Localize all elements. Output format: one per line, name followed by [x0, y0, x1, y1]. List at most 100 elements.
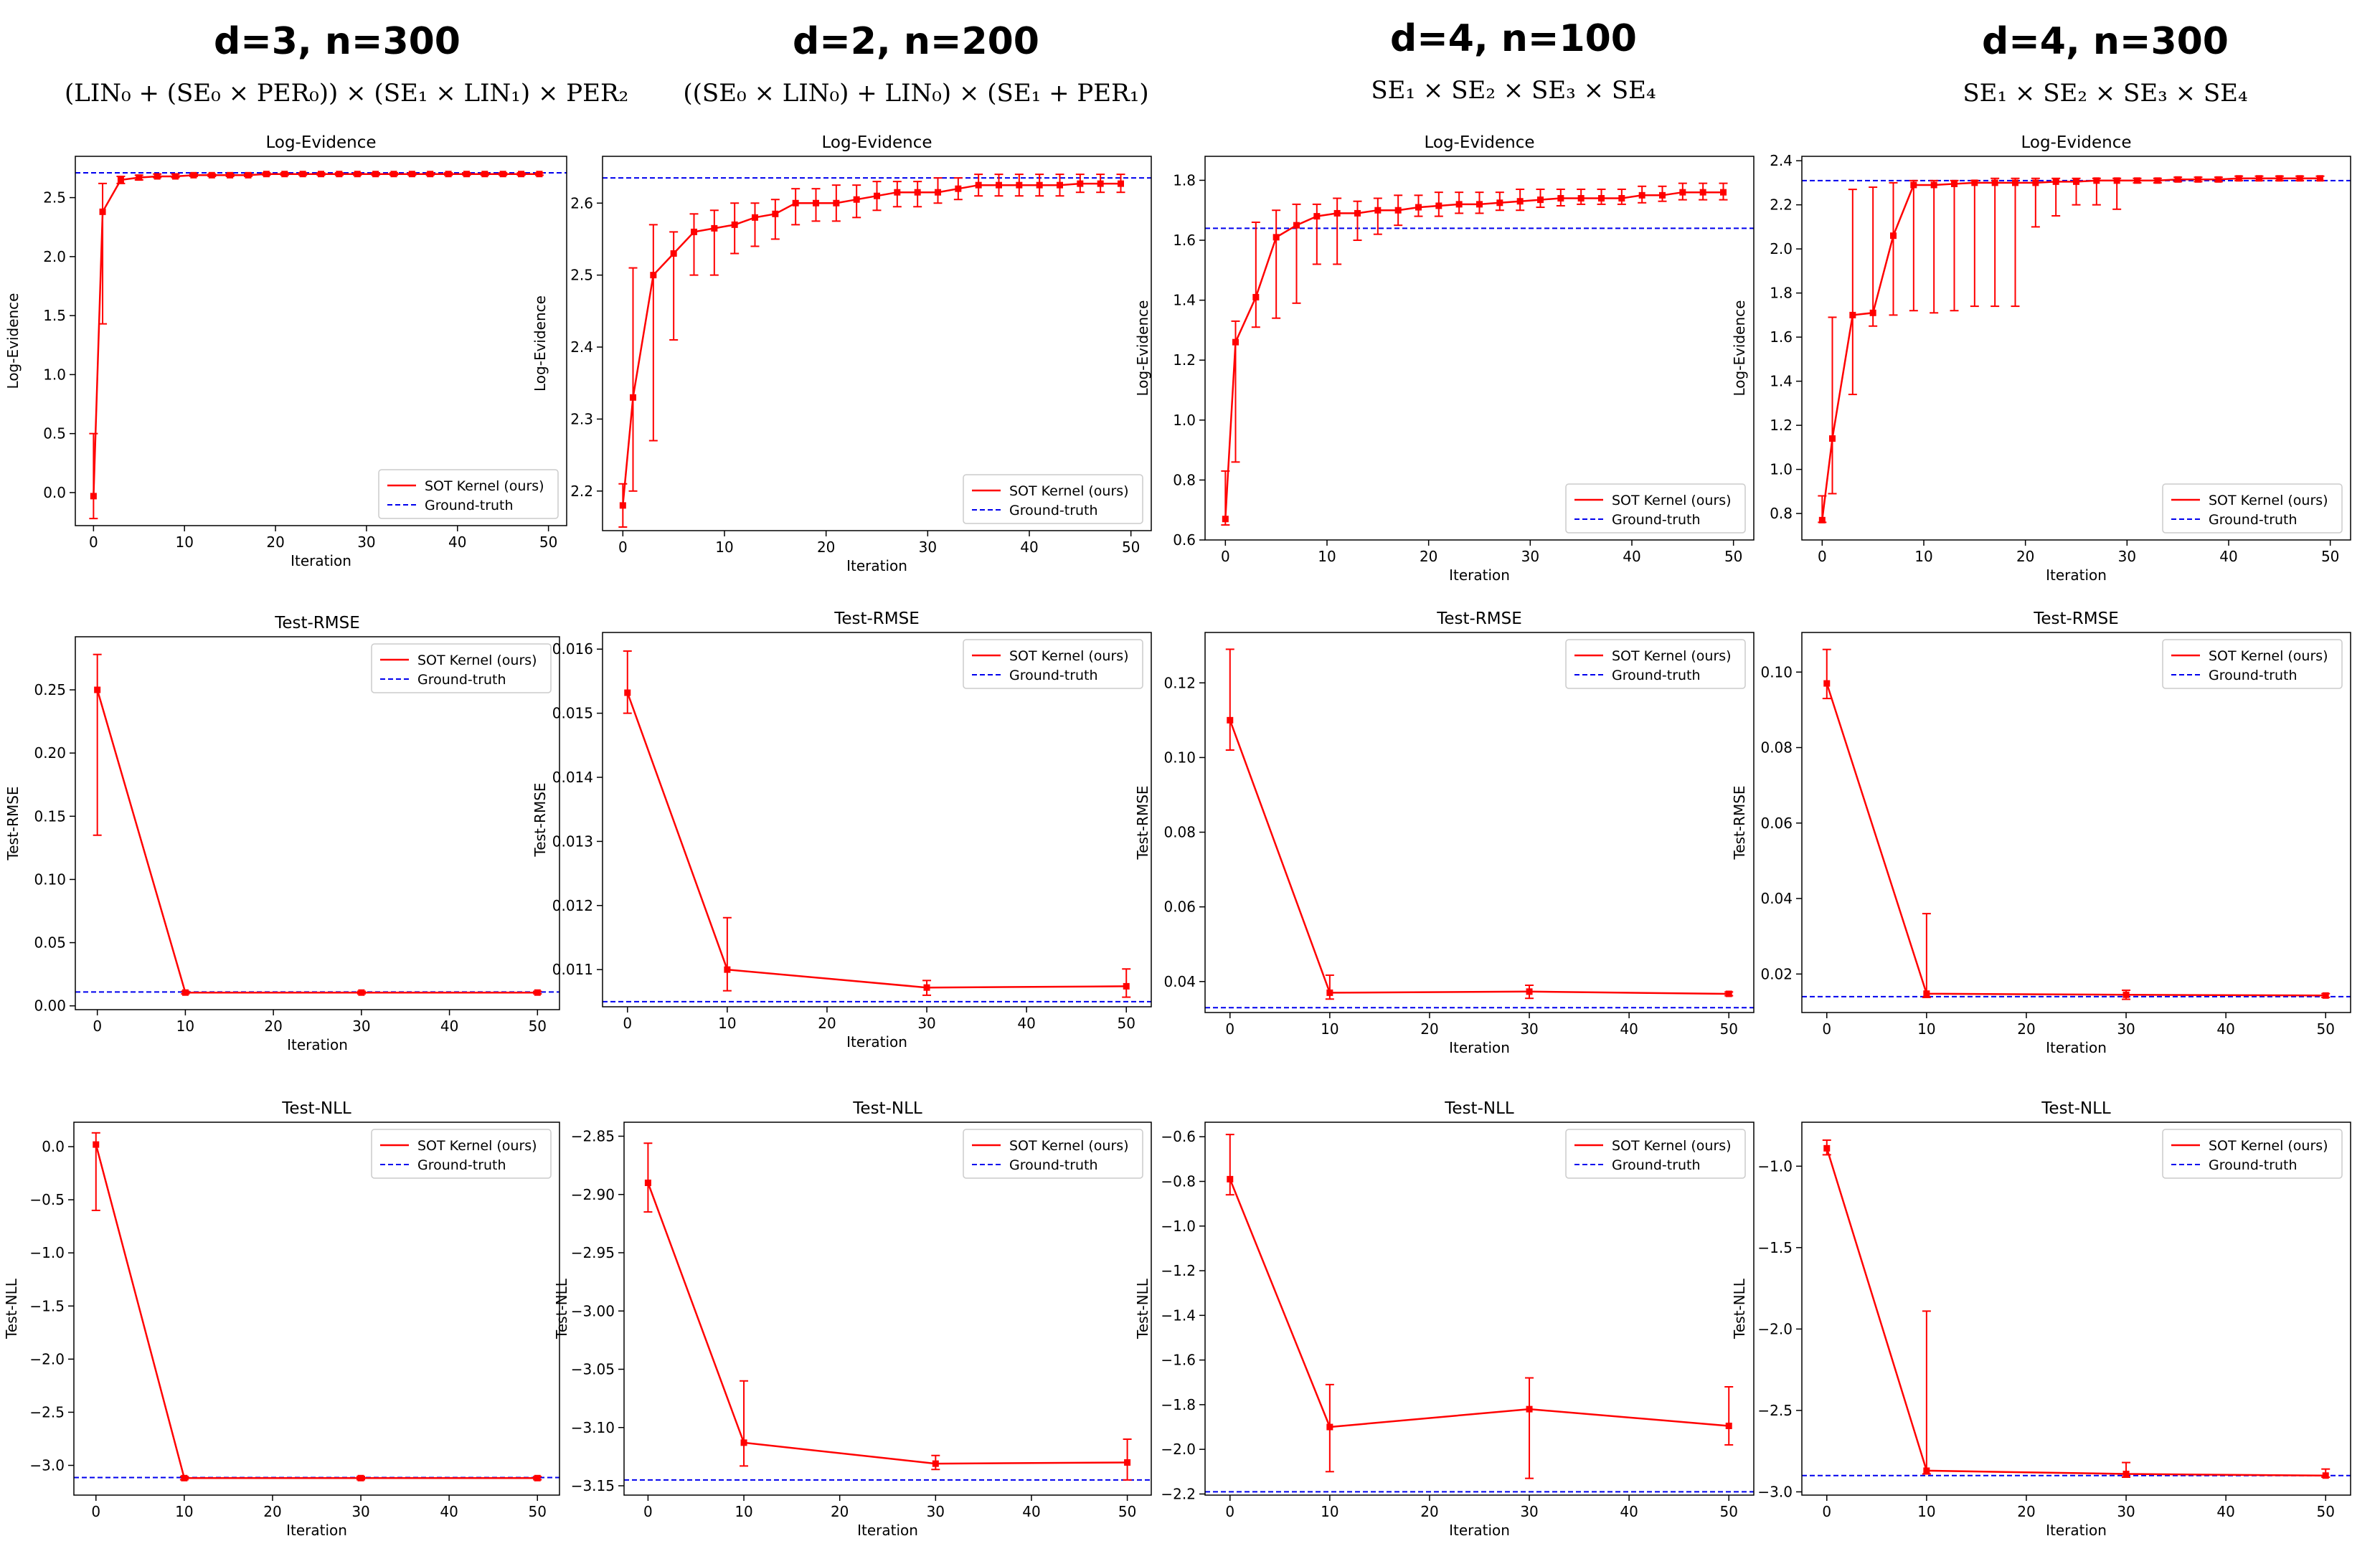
data-point: [619, 502, 626, 509]
data-point: [1333, 209, 1341, 217]
data-point: [2322, 1472, 2329, 1479]
data-point: [1496, 199, 1503, 207]
y-tick-label: −3.15: [571, 1477, 615, 1494]
y-tick-label: 0.04: [1760, 890, 1793, 907]
x-tick-label: 50: [1720, 1503, 1738, 1520]
y-tick-label: 1.8: [1173, 171, 1196, 189]
data-point: [955, 185, 962, 192]
y-tick-label: −2.0: [1757, 1320, 1793, 1337]
data-point: [2256, 175, 2262, 182]
y-axis-label: Test-RMSE: [1731, 785, 1748, 860]
data-point: [1123, 982, 1130, 990]
column-title: d=4, n=100: [1390, 17, 1637, 60]
column-title: d=4, n=300: [1982, 20, 2229, 63]
y-tick-label: 1.8: [1770, 285, 1793, 302]
data-point: [172, 173, 179, 180]
y-tick-label: 0.25: [34, 681, 66, 698]
column-header-3: d=4, n=100 SE₁ × SE₂ × SE₃ × SE₄: [1241, 17, 1786, 105]
x-tick-label: 50: [2317, 1020, 2335, 1038]
data-point: [154, 173, 161, 180]
x-tick-label: 10: [1917, 1503, 1935, 1520]
x-tick-label: 30: [1520, 1503, 1538, 1520]
y-axis-label: Test-NLL: [553, 1278, 570, 1340]
legend-label-ground-truth: Ground-truth: [2209, 668, 2298, 683]
chart-title: Test-NLL: [281, 1099, 351, 1118]
y-tick-label: 0.04: [1163, 973, 1196, 990]
data-point: [1526, 1405, 1533, 1413]
data-point: [181, 989, 189, 996]
x-tick-label: 40: [2216, 1503, 2234, 1520]
x-tick-label: 10: [1318, 548, 1336, 565]
sot-series-line: [622, 182, 1121, 506]
x-axis-label: Iteration: [287, 1036, 348, 1053]
y-tick-label: −1.0: [29, 1244, 65, 1261]
legend-label-sot: SOT Kernel (ours): [425, 478, 544, 494]
data-point: [99, 208, 106, 215]
y-tick-label: −3.00: [571, 1302, 615, 1319]
x-tick-label: 0: [89, 534, 98, 551]
legend-label-sot: SOT Kernel (ours): [1612, 493, 1732, 508]
y-axis-label: Log-Evidence: [1134, 300, 1151, 397]
data-point: [2122, 991, 2130, 998]
data-point: [318, 171, 324, 178]
x-tick-label: 0: [1822, 1503, 1831, 1520]
data-point: [1823, 1144, 1831, 1152]
y-tick-label: −1.0: [1161, 1218, 1196, 1235]
legend-label-ground-truth: Ground-truth: [2209, 1157, 2298, 1173]
data-point: [372, 171, 379, 178]
data-point: [263, 171, 270, 178]
x-tick-label: 40: [1620, 1020, 1638, 1038]
legend-box: [1565, 1129, 1746, 1179]
data-point: [711, 224, 718, 232]
x-tick-label: 30: [2117, 1020, 2135, 1038]
data-point: [354, 171, 361, 178]
y-tick-label: −2.0: [29, 1350, 65, 1367]
y-tick-label: 0.012: [552, 897, 593, 914]
y-tick-label: 2.5: [570, 267, 593, 284]
sot-series-line: [1229, 719, 1729, 995]
x-tick-label: 20: [264, 1018, 282, 1035]
data-point: [2174, 176, 2181, 183]
data-point: [731, 221, 738, 228]
sot-series-line: [626, 692, 1127, 989]
data-point: [227, 171, 234, 179]
column-formula: SE₁ × SE₂ × SE₃ × SE₄: [1963, 79, 2248, 108]
chart-title: Test-NLL: [852, 1099, 922, 1118]
data-point: [408, 171, 415, 178]
y-tick-label: 2.4: [1770, 152, 1793, 169]
chart-title: Test-NLL: [2041, 1099, 2111, 1118]
legend-label-ground-truth: Ground-truth: [417, 1157, 506, 1173]
data-point: [1526, 988, 1533, 995]
x-tick-label: 10: [735, 1503, 752, 1520]
x-tick-label: 20: [2017, 1503, 2035, 1520]
data-point: [518, 171, 525, 178]
column-formula: SE₁ × SE₂ × SE₃ × SE₄: [1371, 76, 1656, 105]
x-tick-label: 20: [2016, 548, 2034, 565]
data-point: [2195, 176, 2201, 183]
chart-title: Test-RMSE: [1436, 610, 1522, 628]
data-point: [1057, 181, 1063, 189]
data-point: [1991, 179, 1998, 186]
data-point: [2322, 992, 2329, 999]
y-tick-label: 1.4: [1770, 373, 1793, 390]
x-tick-label: 0: [1822, 1020, 1831, 1038]
y-tick-label: −3.05: [571, 1361, 615, 1378]
data-point: [2073, 178, 2079, 185]
data-point: [1930, 181, 1937, 189]
x-tick-label: 20: [266, 534, 284, 551]
x-tick-label: 40: [2219, 548, 2237, 565]
x-tick-label: 10: [176, 1018, 194, 1035]
x-tick-label: 0: [1225, 1503, 1234, 1520]
data-point: [2093, 177, 2100, 184]
legend-label-sot: SOT Kernel (ours): [417, 653, 537, 668]
x-axis-label: Iteration: [846, 1033, 907, 1051]
y-tick-label: 2.4: [570, 338, 593, 356]
y-tick-label: −2.85: [571, 1128, 615, 1145]
data-point: [1890, 232, 1897, 240]
y-tick-label: −0.8: [1161, 1173, 1196, 1190]
x-axis-label: Iteration: [291, 552, 351, 569]
x-tick-label: 0: [93, 1018, 102, 1035]
plot-frame: [1801, 632, 2351, 1013]
y-axis-label: Log-Evidence: [532, 295, 549, 392]
data-point: [670, 250, 677, 257]
